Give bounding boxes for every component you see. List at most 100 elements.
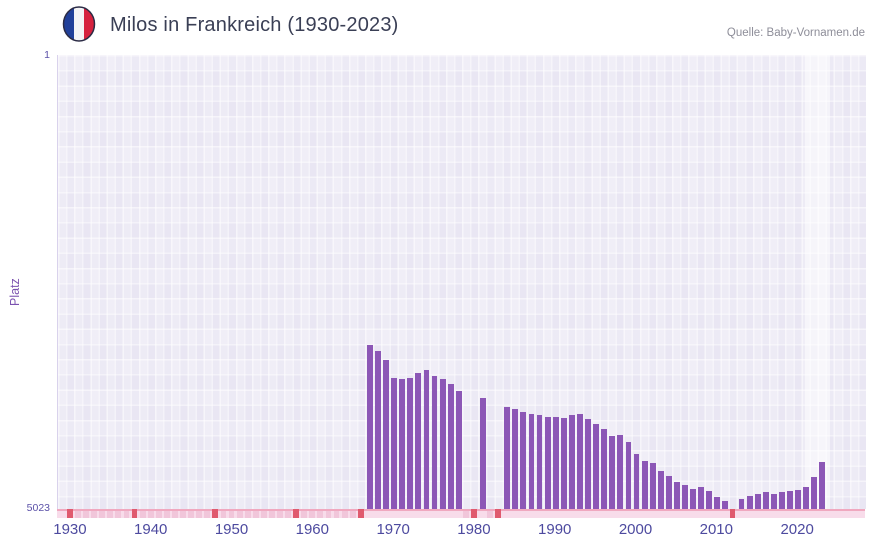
rank-bar-1978 — [455, 391, 462, 509]
no-data-mark-1953 — [252, 511, 259, 518]
no-data-mark-1956 — [277, 511, 283, 518]
rank-bar-2017 — [770, 494, 777, 509]
rank-bar-1995 — [593, 423, 600, 509]
rank-bar-2014 — [746, 496, 753, 509]
x-tick-1970: 1970 — [376, 521, 410, 538]
no-data-red-mark-1966 — [357, 509, 364, 518]
rank-bar-2000 — [633, 453, 640, 509]
no-data-mark-1937 — [123, 511, 130, 518]
no-data-red-mark-1983 — [495, 509, 502, 518]
no-data-mark-1942 — [163, 511, 170, 518]
rank-bar-2007 — [690, 488, 696, 509]
rank-bar-2010 — [714, 496, 721, 509]
rank-bar-1986 — [520, 411, 527, 509]
no-data-mark-1946 — [196, 511, 203, 518]
rank-bar-1973 — [415, 373, 422, 509]
no-data-red-mark-2012 — [729, 509, 736, 518]
no-data-mark-1939 — [139, 511, 146, 518]
x-tick-2000: 2000 — [618, 521, 653, 538]
no-data-mark-1943 — [172, 511, 178, 518]
no-data-red-mark-1980 — [471, 509, 477, 518]
no-data-red-mark-1930 — [67, 509, 73, 518]
no-data-mark-1951 — [236, 511, 243, 518]
rank-bar-1984 — [504, 407, 511, 509]
no-data-mark-1964 — [341, 511, 348, 518]
rank-bar-1989 — [544, 417, 551, 509]
rank-bar-2021 — [803, 487, 810, 509]
no-data-mark-1945 — [188, 511, 195, 518]
no-data-strip — [57, 509, 865, 518]
rank-bar-2008 — [698, 487, 705, 509]
no-data-mark-1949 — [220, 511, 227, 518]
y-axis-tick-bottom: 5023 — [26, 502, 50, 514]
x-tick-1940: 1940 — [134, 521, 168, 538]
rank-bar-1999 — [625, 441, 632, 509]
rank-bar-1993 — [577, 413, 583, 509]
x-tick-1990: 1990 — [538, 521, 572, 538]
no-data-mark-1936 — [115, 511, 122, 518]
source-link[interactable]: Quelle: Baby-Vornamen.de — [726, 27, 865, 39]
rank-bar-1975 — [431, 375, 438, 509]
rank-bar-2004 — [665, 476, 672, 509]
no-data-red-mark-1938 — [131, 509, 138, 518]
x-tick-1960: 1960 — [295, 521, 329, 538]
x-axis-ticks: 1930 1940 1950 1960 1970 1980 1990 2000 2010 2020 — [53, 521, 865, 541]
no-data-mark-1941 — [155, 511, 162, 518]
rank-bar-1968 — [375, 351, 381, 509]
x-tick-1980: 1980 — [457, 521, 491, 538]
rank-bar-1971 — [399, 379, 406, 509]
rank-bar-2001 — [641, 460, 648, 509]
rank-bar-2006 — [682, 485, 688, 509]
no-data-mark-1965 — [349, 511, 356, 518]
no-data-mark-1950 — [228, 511, 235, 518]
no-data-mark-1982 — [487, 511, 493, 518]
rank-bar-1990 — [552, 416, 559, 509]
rank-bar-1992 — [568, 414, 575, 509]
y-axis-label: Platz — [8, 278, 22, 306]
rank-bar-2018 — [779, 491, 785, 509]
rank-bar-1970 — [391, 377, 398, 509]
france-flag-icon — [61, 5, 97, 43]
no-data-mark-1947 — [204, 511, 211, 518]
rank-bar-2011 — [722, 500, 729, 509]
no-data-mark-1962 — [325, 511, 332, 518]
no-data-mark-1959 — [301, 511, 308, 518]
rank-bar-1994 — [585, 419, 591, 509]
rank-bar-1972 — [407, 377, 414, 509]
y-axis-tick-top: 1 — [44, 49, 50, 61]
no-data-mark-1944 — [180, 511, 186, 518]
rank-bar-2013 — [738, 498, 745, 509]
chart-title: Milos in Frankreich (1930-2023) — [110, 14, 399, 36]
no-data-mark-1963 — [333, 511, 340, 518]
rank-bar-2005 — [674, 481, 680, 509]
highlight-band — [804, 55, 830, 509]
plot-area — [57, 55, 866, 509]
x-tick-1930: 1930 — [53, 521, 87, 538]
rank-bar-1969 — [383, 359, 389, 509]
no-data-mark-1952 — [244, 511, 251, 518]
no-data-mark-1961 — [317, 511, 324, 518]
rank-bar-1976 — [439, 379, 446, 509]
no-data-mark-1931 — [75, 511, 81, 518]
bars-layer — [58, 55, 866, 509]
x-tick-1950: 1950 — [214, 521, 249, 538]
rank-bar-2002 — [649, 462, 656, 509]
no-data-mark-1934 — [99, 511, 106, 518]
rank-bar-1977 — [447, 383, 454, 509]
rank-bar-1987 — [528, 413, 535, 509]
rank-bar-1988 — [536, 414, 543, 509]
no-data-red-mark-1958 — [293, 509, 300, 518]
rank-bar-1967 — [366, 345, 373, 509]
no-data-mark-1933 — [91, 511, 98, 518]
rank-bar-2015 — [754, 494, 761, 509]
rank-bar-2022 — [811, 477, 818, 509]
no-data-mark-1935 — [107, 511, 114, 518]
no-data-mark-1940 — [147, 511, 154, 518]
x-tick-2010: 2010 — [699, 521, 733, 538]
rank-bar-1974 — [423, 369, 430, 509]
rank-bar-2016 — [762, 492, 769, 509]
no-data-mark-1957 — [285, 511, 291, 518]
rank-bar-1998 — [617, 434, 624, 509]
rank-bar-2009 — [706, 490, 713, 509]
